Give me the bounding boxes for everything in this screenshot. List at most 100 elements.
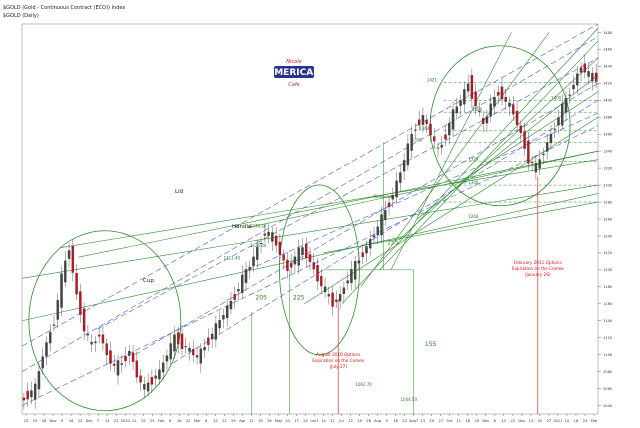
candle-body <box>549 133 553 144</box>
x-tick-label: 18 <box>574 419 579 423</box>
level-label: 1249.20 <box>250 223 267 228</box>
green-trend-line <box>78 150 599 258</box>
candle-body <box>564 98 568 113</box>
level-label: 1226.40 <box>250 243 267 248</box>
candle-body <box>572 84 575 90</box>
candle-body <box>316 265 319 282</box>
blue-trend-line <box>21 36 599 372</box>
y-tick-label: 1220 <box>603 251 613 255</box>
candle-body <box>116 360 120 376</box>
candle-body <box>105 343 108 356</box>
aug-expiration-note: August 2010 Options <box>316 352 360 357</box>
candle-body <box>553 128 556 130</box>
candle-body <box>60 273 63 308</box>
green-trend-line <box>341 28 599 304</box>
y-tick-label: 1240 <box>603 234 613 238</box>
feb-expiration-note: (January 26) <box>525 272 551 277</box>
green-trend-line <box>417 74 599 220</box>
candle-body <box>120 363 123 365</box>
candle-body <box>384 209 387 220</box>
feb-expiration-note: February 2011 Options <box>514 260 562 265</box>
x-tick-label: 24 <box>303 419 308 423</box>
level-label: 1211.40 <box>224 256 241 261</box>
y-tick-label: 1440 <box>603 65 613 69</box>
candle-body <box>218 319 221 329</box>
weekend-label: Weekend <box>373 194 392 199</box>
candle-body <box>271 232 274 242</box>
x-tick-label: 2010 <box>121 419 131 423</box>
candle-body <box>579 67 583 73</box>
candle-body <box>497 92 500 96</box>
candle-body <box>297 247 300 266</box>
y-tick-label: 1480 <box>603 31 613 35</box>
aug-expiration-note: Expiration on the Comex <box>312 358 364 363</box>
x-tick-label: 19 <box>141 419 146 423</box>
green-trend-line <box>21 184 599 279</box>
cup-label: Cup <box>143 278 154 284</box>
lid-label: Lid <box>175 189 183 195</box>
x-tick-label: Nov <box>482 419 490 423</box>
candle-body <box>500 86 504 100</box>
candle-body <box>576 73 579 86</box>
candle-body <box>440 144 443 148</box>
candle-body <box>425 120 428 124</box>
y-tick-label: 1120 <box>603 336 613 340</box>
candle-body <box>30 390 33 398</box>
candle-body <box>519 125 523 134</box>
candle-body <box>41 356 44 369</box>
candle-body <box>312 262 315 270</box>
candle-body <box>199 348 203 364</box>
candle-body <box>184 346 187 348</box>
x-tick-label: May <box>275 419 283 423</box>
candle-body <box>101 334 105 344</box>
candle-body <box>512 104 515 115</box>
y-tick-label: 1460 <box>603 48 613 52</box>
candle-body <box>278 241 282 255</box>
candle-body <box>49 332 52 344</box>
candle-body <box>451 109 455 130</box>
y-tick-label: 1340 <box>603 149 613 153</box>
candle-body <box>214 323 218 340</box>
x-tick-label: 10 <box>285 419 290 423</box>
level-label: 1421 <box>427 78 438 83</box>
candle-body <box>241 274 244 293</box>
x-tick-label: 26 <box>42 419 47 423</box>
y-tick-label: 1040 <box>603 404 613 408</box>
x-tick-label: 20 <box>538 419 543 423</box>
candle-body <box>33 383 37 400</box>
x-tick-label: 27 <box>438 419 443 423</box>
x-tick-label: 18 <box>465 419 470 423</box>
candle-body <box>222 315 225 320</box>
y-tick-label: 1160 <box>603 302 613 306</box>
x-tick-label: Oct <box>447 419 454 423</box>
x-tick-label: Feb <box>591 419 598 423</box>
candle-body <box>561 103 564 126</box>
candle-body <box>474 91 477 107</box>
handle-label: Handle <box>232 224 252 230</box>
candle-body <box>90 342 93 345</box>
candle-body <box>417 119 421 126</box>
candle-body <box>45 342 48 357</box>
x-tick-label: 13 <box>529 419 534 423</box>
candle-body <box>139 375 142 383</box>
candle-body <box>591 73 594 82</box>
candle-body <box>75 273 78 295</box>
candle-body <box>289 263 293 268</box>
candle-body <box>109 350 112 364</box>
candle-body <box>233 294 236 300</box>
american-cafe-logo: Nicole AMERICAN Cafe <box>267 59 320 88</box>
y-tick-label: 1280 <box>603 200 613 204</box>
x-tick-label: Dec <box>86 419 93 423</box>
candle-body <box>350 269 353 283</box>
x-tick-label: 22 <box>222 419 227 423</box>
x-tick-label: 13 <box>420 419 425 423</box>
candle-body <box>534 163 538 173</box>
candle-body <box>305 243 308 258</box>
candle-body <box>448 122 451 136</box>
candle-body <box>301 247 304 256</box>
x-tick-label: 8 <box>494 419 497 423</box>
candle-body <box>161 362 165 373</box>
cup-ellipse <box>28 230 182 412</box>
